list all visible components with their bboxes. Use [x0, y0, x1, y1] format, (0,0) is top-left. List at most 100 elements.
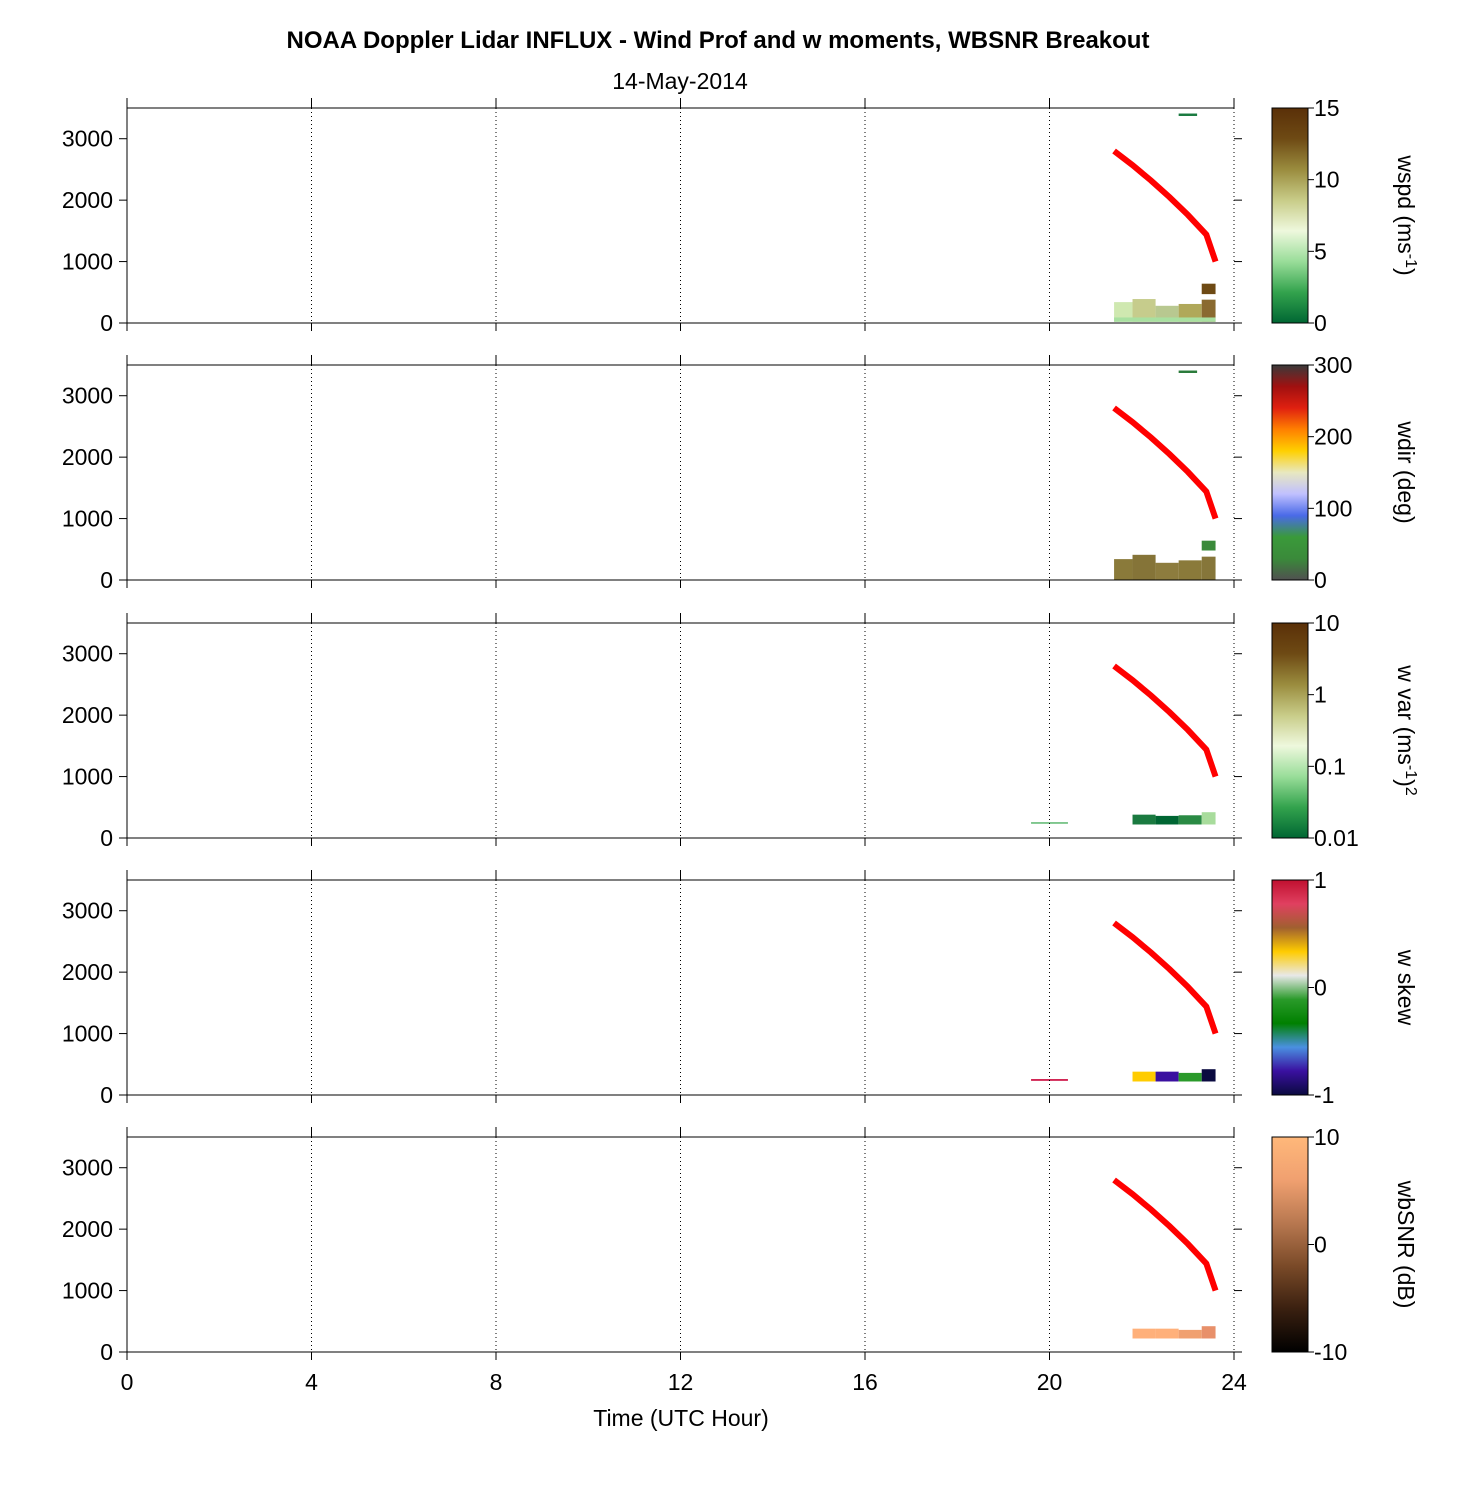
overlay-line [1112, 663, 1219, 778]
x-tick-label: 8 [490, 1369, 503, 1395]
x-tick-label: 16 [852, 1369, 878, 1395]
y-tick-label: 1000 [62, 506, 113, 532]
colorbar-label-sup: -1 [1403, 765, 1420, 779]
y-tick-label: 2000 [62, 187, 113, 213]
heatmap-cell [1155, 562, 1179, 580]
colorbar-label: wdir (deg) [1393, 420, 1419, 523]
colorbar [1271, 622, 1309, 839]
colorbar-tick-label: 5 [1314, 238, 1327, 264]
heatmap-cell [1178, 113, 1198, 116]
colorbar-label: wspd (ms-1) [1393, 154, 1420, 275]
colorbar-tick-label: -10 [1314, 1339, 1347, 1365]
colorbar-tick-label: 10 [1314, 1124, 1340, 1150]
heatmap-cell [1201, 1069, 1216, 1082]
heatmap-cell [1201, 540, 1216, 551]
colorbar-tick-label: 0.1 [1314, 753, 1346, 779]
overlay-line [1112, 148, 1219, 263]
heatmap-cell [1178, 1329, 1202, 1339]
x-tick-label: 4 [305, 1369, 318, 1395]
y-tick-label: 3000 [62, 1155, 113, 1181]
y-tick-label: 2000 [62, 444, 113, 470]
colorbar [1271, 107, 1309, 324]
colorbar-label-main: w skew [1393, 949, 1419, 1026]
y-tick-label: 3000 [62, 126, 113, 152]
colorbar [1271, 1136, 1309, 1353]
heatmap-cell [1178, 303, 1202, 322]
x-axis-label: Time (UTC Hour) [593, 1405, 768, 1431]
heatmap-cell [1178, 370, 1198, 373]
colorbar-label-sup2: 2 [1403, 787, 1420, 796]
colorbar-label: w var (ms-1)2 [1393, 664, 1420, 796]
heatmap-cell [1114, 302, 1133, 322]
heatmap-cell [1114, 317, 1216, 322]
heatmap-cell [1201, 812, 1216, 825]
heatmap-cell [1201, 1326, 1216, 1339]
colorbar-tick-label: 300 [1314, 352, 1352, 378]
heatmap-cell [1201, 299, 1216, 322]
x-tick-label: 24 [1221, 1369, 1247, 1395]
heatmap-cell [1155, 1328, 1179, 1339]
y-tick-label: 2000 [62, 1216, 113, 1242]
y-tick-label: 0 [100, 567, 113, 593]
colorbar-label-main: wdir (deg) [1393, 420, 1419, 523]
panel-wspd: 0 1000 2000 3000 0 5 10 15 wspd (ms-1) [62, 95, 1420, 336]
colorbar-tick-label: 1 [1314, 867, 1327, 893]
x-tick-label: 12 [668, 1369, 694, 1395]
colorbar-tick-label: 10 [1314, 167, 1340, 193]
heatmap-cell [1132, 1071, 1156, 1082]
colorbar-tick-label: 200 [1314, 424, 1352, 450]
colorbar-label-sup: -1 [1403, 254, 1420, 268]
heatmap-cell [1155, 1071, 1179, 1082]
colorbar-tick-label: 0 [1314, 310, 1327, 336]
colorbar-tick-label: 0.01 [1314, 825, 1359, 851]
heatmap-cell [1031, 822, 1068, 824]
colorbar-tick-label: 100 [1314, 495, 1352, 521]
heatmap-cell [1132, 299, 1156, 322]
colorbar-label-main: w var (ms [1393, 664, 1419, 765]
heatmap-cell [1201, 556, 1216, 580]
heatmap-cell [1201, 283, 1216, 295]
heatmap-cell [1132, 1328, 1156, 1339]
y-tick-label: 3000 [62, 641, 113, 667]
colorbar-tick-label: 0 [1314, 1232, 1327, 1258]
colorbar-tick-label: -1 [1314, 1082, 1334, 1108]
panel-wbsnr: 0 1000 2000 3000 -10 0 10 wbSNR (dB) 0 4 8 12 16 20 24 [62, 1124, 1419, 1395]
overlay-line [1112, 920, 1219, 1035]
y-tick-label: 0 [100, 310, 113, 336]
y-tick-label: 2000 [62, 959, 113, 985]
heatmap-cell [1178, 815, 1202, 825]
colorbar-label-tail: ) [1393, 268, 1419, 276]
colorbar-label-main: wbSNR (dB) [1393, 1180, 1419, 1309]
panel-wvar: 0 1000 2000 3000 0.01 0.1 1 10 w var (ms-1)2 [62, 610, 1420, 851]
heatmap-cell [1132, 814, 1156, 825]
y-tick-label: 0 [100, 825, 113, 851]
y-tick-label: 1000 [62, 1278, 113, 1304]
heatmap-cell [1114, 559, 1133, 580]
colorbar-tick-label: 1 [1314, 682, 1327, 708]
colorbar-tick-label: 10 [1314, 610, 1340, 636]
y-tick-label: 1000 [62, 1021, 113, 1047]
colorbar-tick-label: 15 [1314, 95, 1340, 121]
colorbar-label-main: wspd (ms [1393, 154, 1419, 253]
y-tick-label: 2000 [62, 702, 113, 728]
heatmap-cell [1031, 1079, 1068, 1081]
y-tick-label: 0 [100, 1339, 113, 1365]
heatmap-cell [1178, 1072, 1202, 1082]
y-tick-label: 1000 [62, 764, 113, 790]
x-tick-label: 20 [1037, 1369, 1063, 1395]
overlay-line [1112, 405, 1219, 520]
y-tick-label: 1000 [62, 249, 113, 275]
chart-title: NOAA Doppler Lidar INFLUX - Wind Prof an… [287, 27, 1150, 54]
colorbar-label: w skew [1393, 949, 1419, 1026]
colorbar-label: wbSNR (dB) [1393, 1180, 1419, 1309]
panel-wdir: 0 1000 2000 3000 0 100 200 300 wdir (deg) [62, 352, 1419, 593]
heatmap-cell [1178, 560, 1202, 580]
colorbar [1271, 879, 1309, 1096]
x-tick-label: 0 [121, 1369, 134, 1395]
heatmap-cell [1132, 554, 1156, 580]
heatmap-cell [1155, 815, 1179, 825]
colorbar-label-tail: ) [1393, 779, 1419, 787]
